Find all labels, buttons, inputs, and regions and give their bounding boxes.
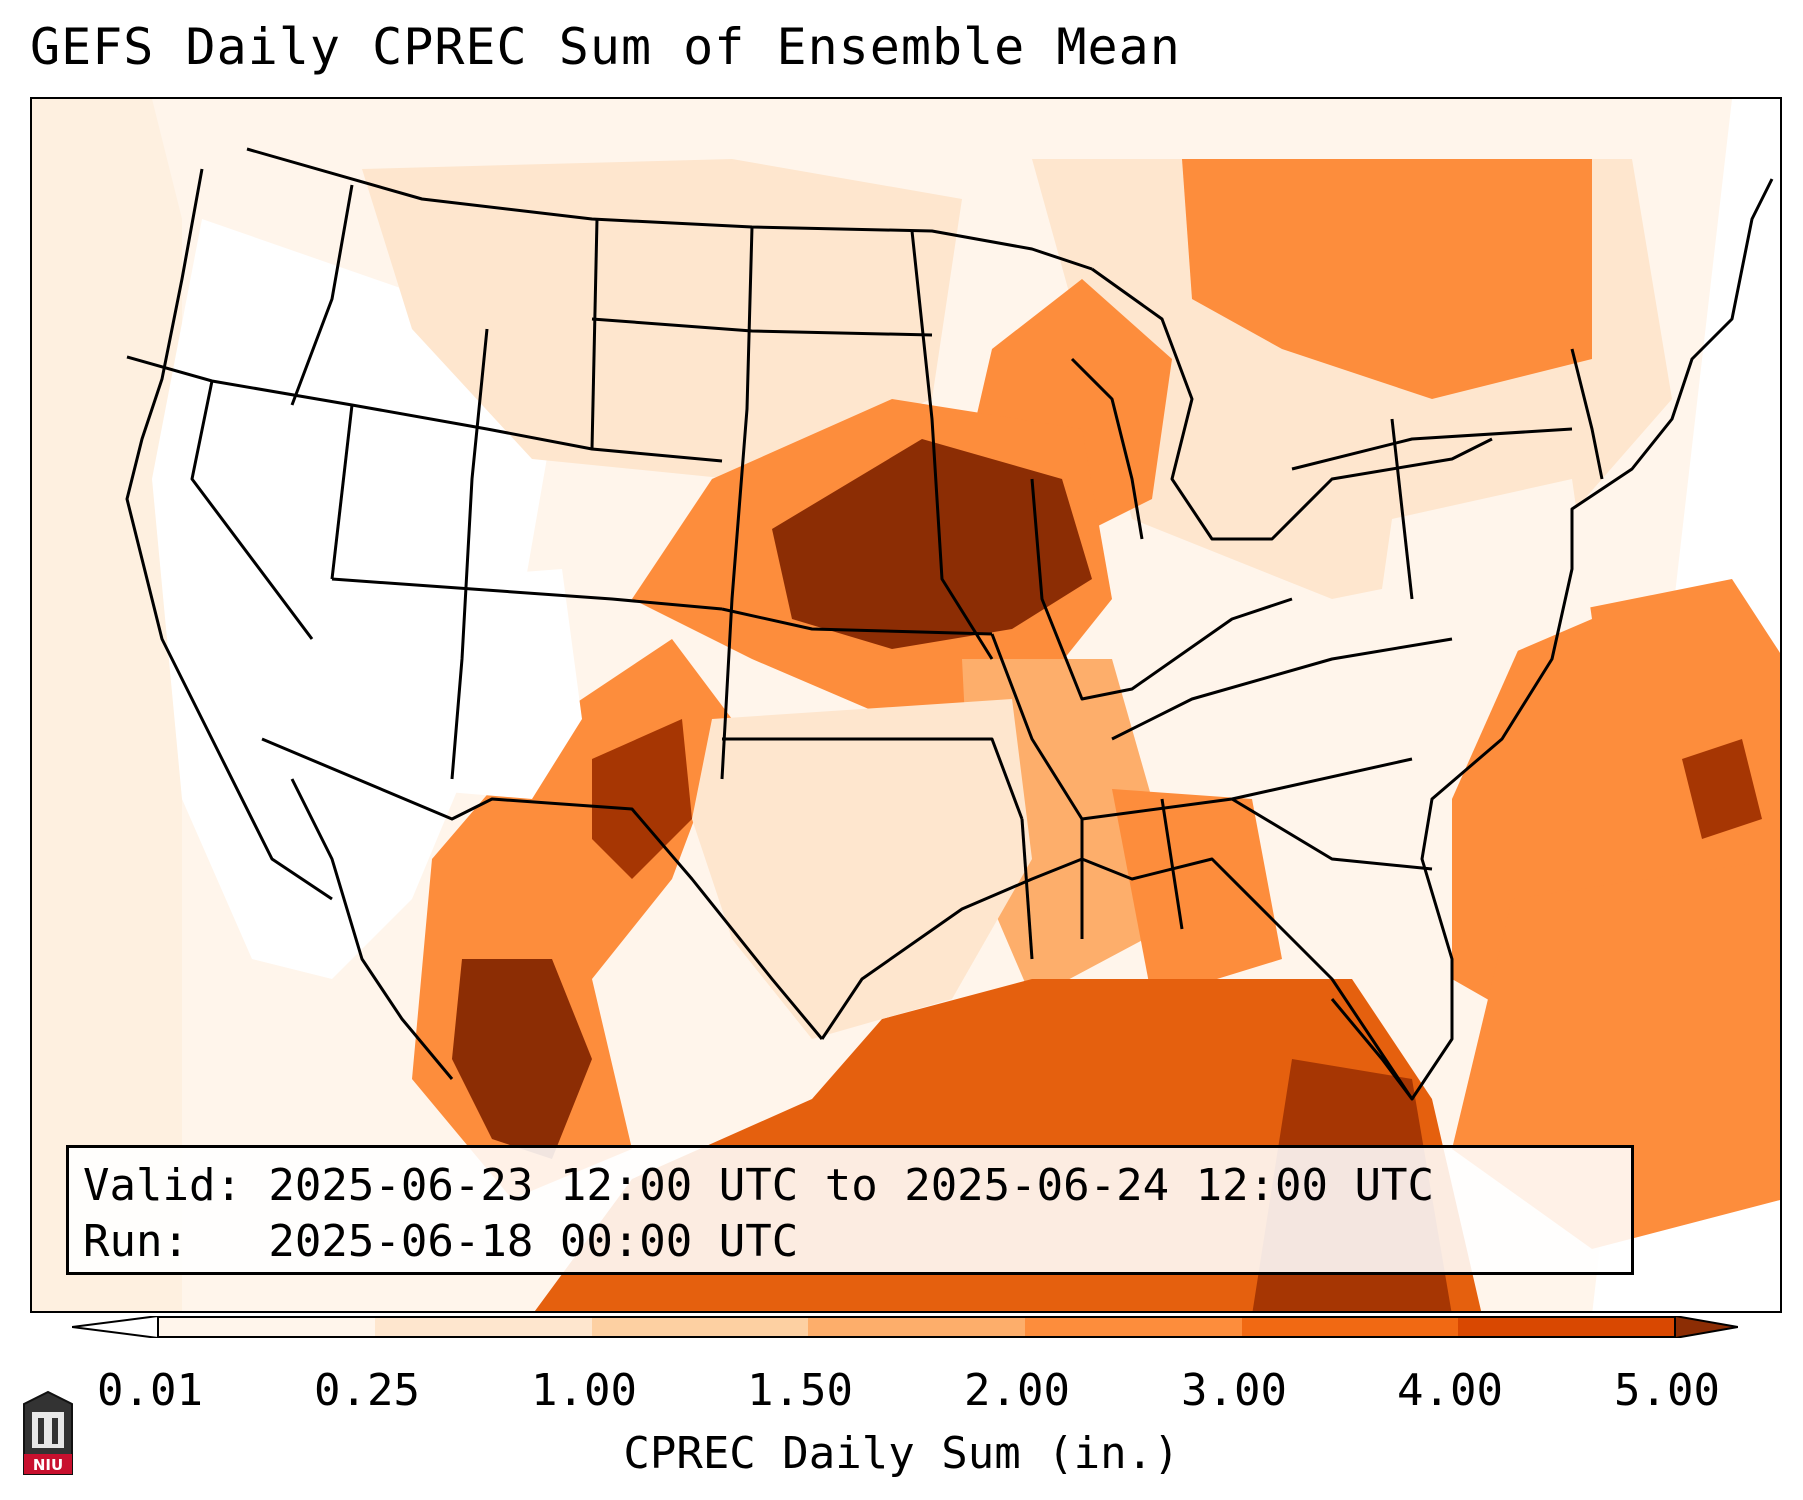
state-line — [290, 184, 354, 406]
colorbar-frame — [157, 1316, 1676, 1338]
state-line — [1160, 798, 1184, 930]
state-line — [1030, 478, 1293, 701]
dry-area — [362, 569, 582, 799]
great-lakes — [1091, 267, 1493, 541]
colorbar-extend-min — [72, 1316, 159, 1338]
colorbar-tick-label: 4.00 — [1397, 1365, 1503, 1416]
state-line — [1390, 418, 1414, 600]
state-line — [190, 380, 314, 640]
boundary-lines — [125, 147, 1774, 1101]
colorbar-label: CPREC Daily Sum (in.) — [623, 1428, 1180, 1479]
precip-area-light — [692, 699, 1032, 1039]
atlantic-coast — [1410, 178, 1774, 1100]
valid-time-box: Valid: 2025-06-23 12:00 UTC to 2025-06-2… — [66, 1145, 1634, 1275]
state-line — [1291, 427, 1573, 471]
state-line — [450, 328, 489, 780]
state-line — [910, 230, 994, 660]
niu-logo: NIU — [23, 1390, 73, 1475]
colorbar-segment — [158, 1316, 375, 1338]
colorbar-segment — [1025, 1316, 1242, 1338]
precip-area-moderate — [1182, 159, 1592, 399]
state-line — [721, 607, 993, 636]
precipitation-map — [30, 97, 1782, 1313]
state-line — [590, 218, 599, 450]
colorbar-tick-label: 1.00 — [531, 1365, 637, 1416]
precip-area-light — [362, 159, 962, 479]
state-line — [722, 737, 1024, 820]
us-canada-border — [246, 147, 1093, 271]
colorbar-segment — [808, 1316, 1025, 1338]
state-line — [1111, 637, 1453, 741]
colorbar — [72, 1316, 1738, 1338]
state-line — [126, 355, 723, 463]
state-line — [591, 317, 933, 337]
state-line — [1020, 818, 1034, 960]
valid-line: Valid: 2025-06-23 12:00 UTC to 2025-06-2… — [83, 1160, 1435, 1211]
precip-area-heavy — [772, 439, 1092, 649]
colorbar-tick-label: 2.00 — [964, 1365, 1070, 1416]
pacific-coast — [125, 168, 333, 901]
colorbar-tick-label: 0.25 — [314, 1365, 420, 1416]
colorbar-tick-label: 1.50 — [747, 1365, 853, 1416]
colorbar-tick-label: 5.00 — [1614, 1365, 1720, 1416]
map-title: GEFS Daily CPREC Sum of Ensemble Mean — [30, 18, 1181, 76]
colorbar-segment — [1242, 1316, 1458, 1338]
colorbar-tick-label: 0.01 — [97, 1365, 203, 1416]
baja-coast — [290, 778, 454, 1080]
state-line — [331, 577, 723, 611]
precip-area-heavy — [592, 719, 692, 879]
colorbar-extend-max — [1674, 1316, 1738, 1338]
colorbar-tick-label: 3.00 — [1181, 1365, 1287, 1416]
state-line — [330, 404, 354, 580]
map-canvas — [32, 99, 1780, 1311]
state-line — [1231, 797, 1433, 871]
mexico-border — [261, 737, 824, 1040]
state-line — [1570, 348, 1604, 480]
state-line — [720, 226, 754, 780]
run-line: Run: 2025-06-18 00:00 UTC — [83, 1216, 799, 1267]
outside-domain — [32, 99, 182, 1311]
great-lakes — [1070, 357, 1144, 540]
precip-area-heavy — [452, 959, 592, 1159]
svg-text:NIU: NIU — [33, 1456, 63, 1474]
dry-area — [1372, 479, 1592, 679]
colorbar-segment — [592, 1316, 808, 1338]
precip-area-heavy — [1682, 739, 1762, 839]
colorbar-segment — [1458, 1316, 1675, 1338]
colorbar-segment — [375, 1316, 592, 1338]
precip-area-moderate — [1112, 789, 1282, 999]
